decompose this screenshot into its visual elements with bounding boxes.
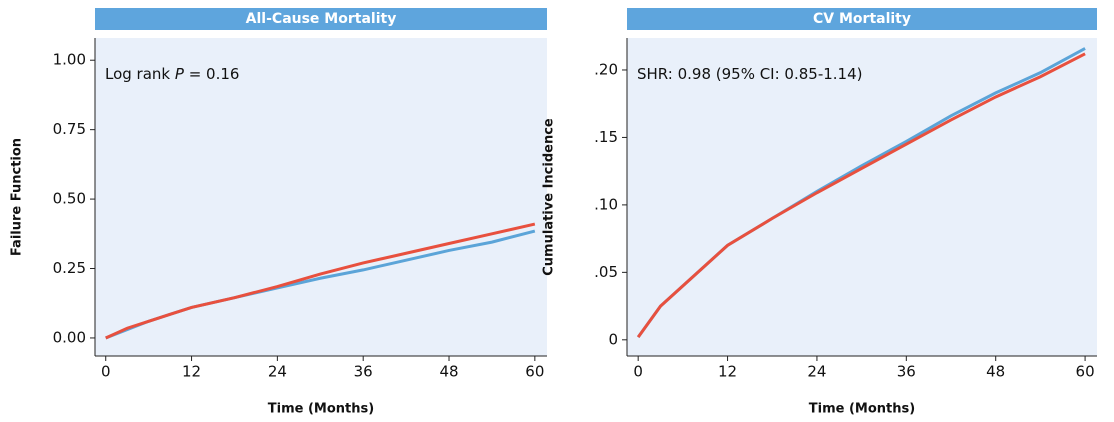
y-tick-label: 0.50 — [53, 190, 86, 208]
y-axis-label: Cumulative Incidence — [542, 118, 557, 276]
x-tick-label: 12 — [182, 363, 201, 381]
y-tick-label: .05 — [594, 263, 618, 281]
x-tick-label: 0 — [633, 363, 643, 381]
y-axis-label: Failure Function — [10, 138, 25, 256]
x-tick-label: 24 — [807, 363, 826, 381]
x-tick-label: 36 — [897, 363, 916, 381]
y-tick-label: 0.25 — [53, 259, 86, 277]
x-tick-label: 60 — [525, 363, 544, 381]
x-axis-label: Time (Months) — [268, 402, 374, 417]
x-tick-label: 0 — [101, 363, 111, 381]
y-tick-label: .15 — [594, 128, 618, 146]
series-line — [636, 52, 1086, 338]
annotation-part: SHR: 0.98 (95% CI: 0.85-1.14) — [637, 65, 863, 83]
annotation: SHR: 0.98 (95% CI: 0.85-1.14) — [637, 65, 863, 83]
plot-area — [95, 38, 547, 356]
y-tick-label: 1.00 — [53, 51, 86, 69]
x-tick-label: 24 — [268, 363, 287, 381]
y-tick-label: 0.00 — [53, 328, 86, 346]
annotation-part: P — [175, 65, 185, 83]
title-banner — [627, 8, 1097, 30]
x-tick-label: 60 — [1076, 363, 1095, 381]
annotation: Log rank P = 0.16 — [105, 65, 239, 83]
annotation-part: = 0.16 — [184, 65, 240, 83]
chart-title: All-Cause Mortality — [246, 11, 397, 27]
y-tick-label: .10 — [594, 195, 618, 213]
x-tick-label: 12 — [718, 363, 737, 381]
chart-title: CV Mortality — [813, 11, 911, 27]
series-line — [105, 222, 536, 340]
x-tick-label: 48 — [439, 363, 458, 381]
plot-area — [627, 38, 1097, 356]
annotation-part: Log rank — [105, 65, 175, 83]
title-banner — [95, 8, 547, 30]
y-tick-label: .20 — [594, 60, 618, 78]
y-tick-label: 0 — [608, 330, 618, 348]
x-axis-label: Time (Months) — [809, 402, 915, 417]
x-tick-label: 48 — [986, 363, 1005, 381]
y-tick-label: 0.75 — [53, 120, 86, 138]
x-tick-label: 36 — [354, 363, 373, 381]
